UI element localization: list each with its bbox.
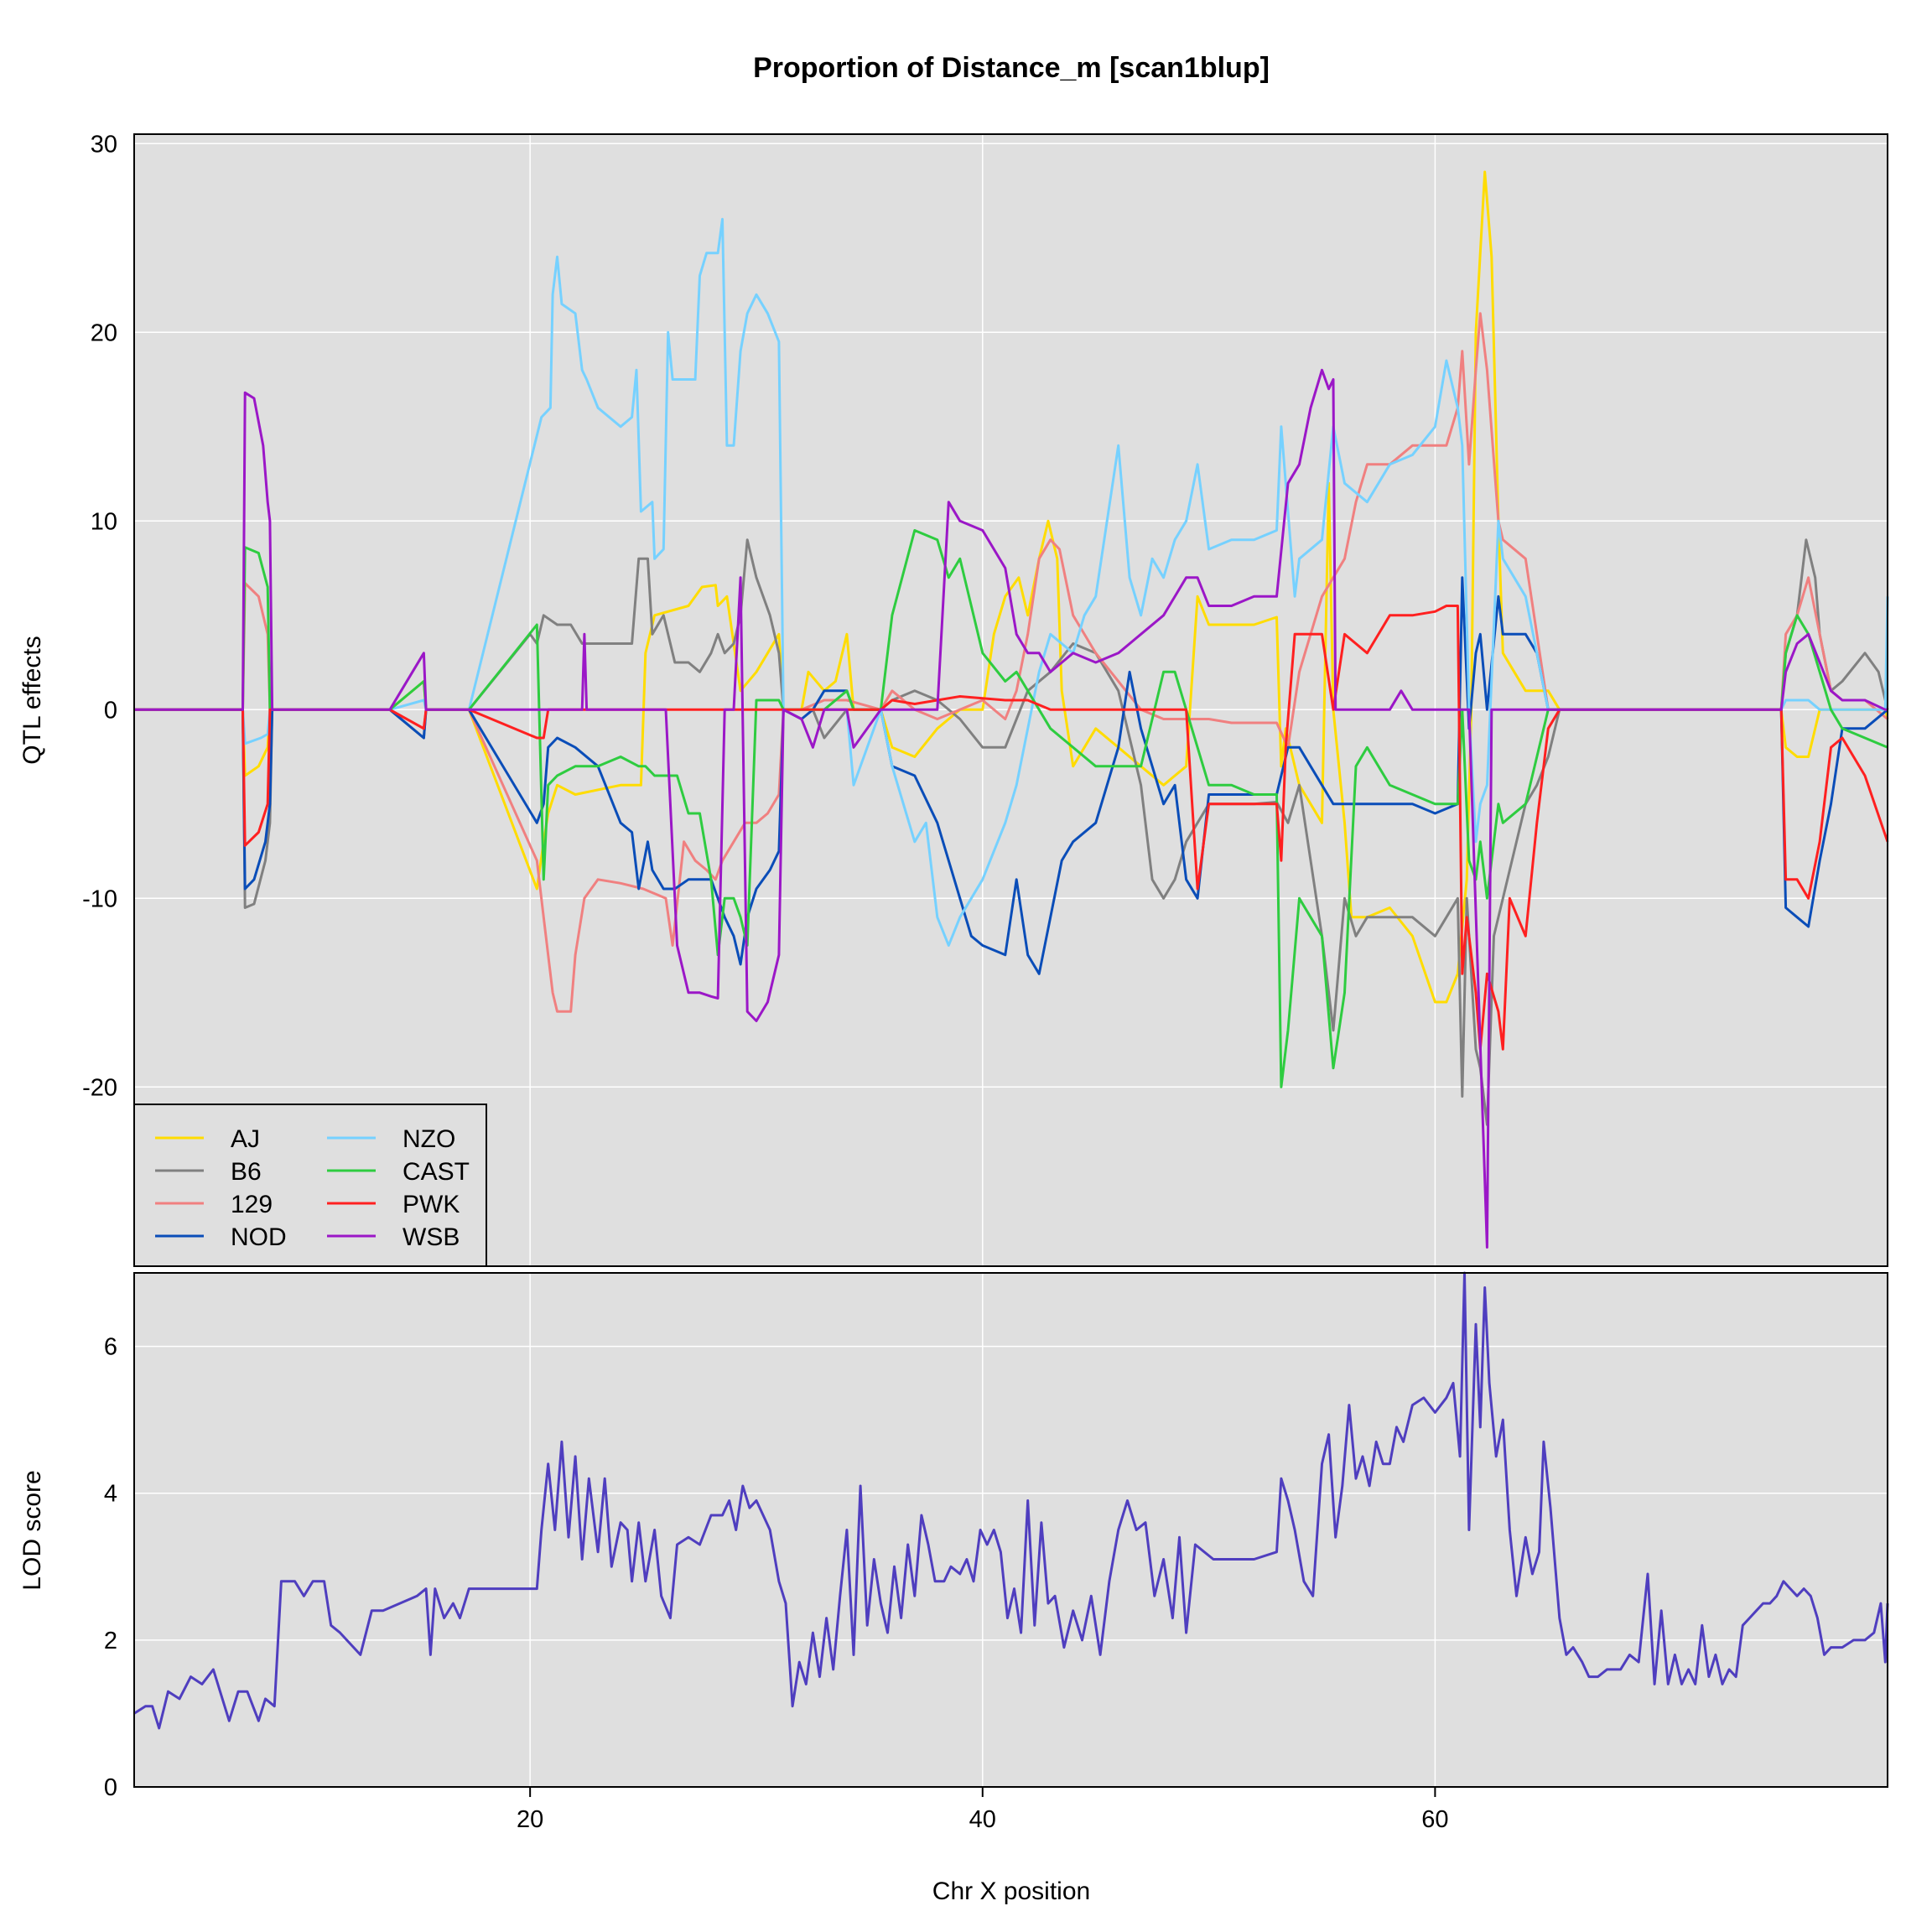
series-line-cast bbox=[134, 529, 1888, 1088]
lod-y-tick-label: 2 bbox=[104, 1628, 117, 1654]
series-line-wsb bbox=[134, 368, 1888, 1249]
lod-panel-frame bbox=[133, 1272, 1888, 1788]
lod-panel-background bbox=[134, 1273, 1888, 1787]
lod-y-ticks: 0 2 4 6 bbox=[104, 1334, 117, 1801]
x-tick-label: 40 bbox=[969, 1806, 996, 1833]
legend-box bbox=[133, 1104, 487, 1267]
legend-label-pwk: PWK bbox=[402, 1191, 460, 1218]
series-line-aj bbox=[134, 170, 1889, 1004]
effects-lines bbox=[134, 170, 1889, 1249]
effects-y-tick-label: 10 bbox=[91, 508, 117, 535]
legend-label-wsb: WSB bbox=[402, 1223, 460, 1251]
effects-y-ticks: -20 -10 0 10 20 30 bbox=[82, 131, 117, 1101]
legend-label-b6: B6 bbox=[231, 1158, 262, 1186]
legend-label-aj: AJ bbox=[231, 1125, 260, 1153]
lod-y-tick-label: 4 bbox=[104, 1481, 117, 1508]
legend-label-129: 129 bbox=[231, 1191, 273, 1218]
effects-y-tick-label: 30 bbox=[91, 131, 117, 158]
lod-y-tick-label: 0 bbox=[104, 1774, 117, 1801]
x-ticks: 20 40 60 bbox=[517, 1787, 1449, 1833]
effects-y-tick-label: -20 bbox=[82, 1074, 117, 1101]
legend-label-cast: CAST bbox=[402, 1158, 470, 1186]
series-line-lod bbox=[133, 1271, 1889, 1730]
effects-y-tick-label: 0 bbox=[104, 697, 117, 724]
x-axis-label: Chr X position bbox=[932, 1877, 1090, 1905]
lod-lines bbox=[133, 1271, 1889, 1730]
lod-y-axis-label: LOD score bbox=[18, 1470, 46, 1590]
x-tick-label: 60 bbox=[1421, 1806, 1448, 1833]
series-line-nod bbox=[134, 576, 1888, 975]
legend-label-nzo: NZO bbox=[402, 1125, 455, 1153]
effects-y-tick-label: 20 bbox=[91, 319, 117, 346]
effects-y-axis-label: QTL effects bbox=[18, 636, 46, 764]
x-tick-label: 20 bbox=[517, 1806, 543, 1833]
chart-title: Proportion of Distance_m [scan1blup] bbox=[753, 52, 1270, 84]
lod-y-tick-label: 6 bbox=[104, 1334, 117, 1361]
legend: AJ B6 129 NOD NZO CAST PWK WSB bbox=[133, 1104, 487, 1267]
legend-label-nod: NOD bbox=[231, 1223, 287, 1251]
effects-y-tick-label: -10 bbox=[82, 886, 117, 912]
series-line-129 bbox=[134, 312, 1888, 1013]
effects-panel-frame bbox=[133, 133, 1888, 1267]
